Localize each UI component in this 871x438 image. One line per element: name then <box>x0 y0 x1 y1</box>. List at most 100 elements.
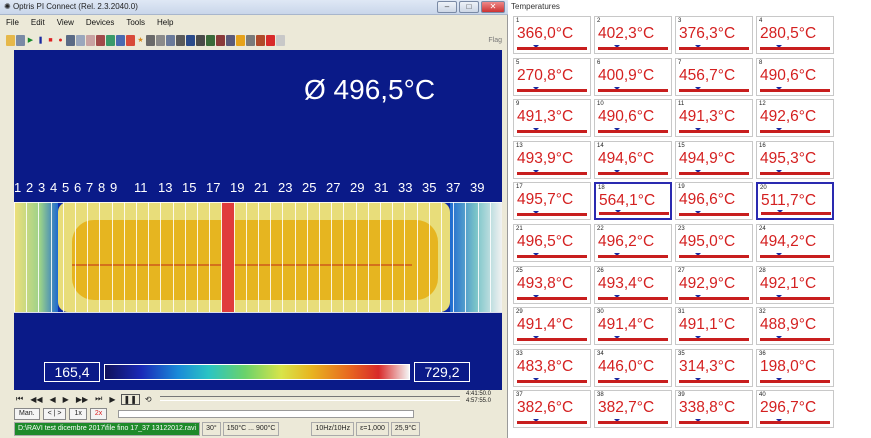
layout-icon[interactable] <box>106 34 115 46</box>
minimize-button[interactable]: – <box>437 1 457 13</box>
temperature-cell[interactable]: 35 314,3°C <box>675 348 753 387</box>
temperature-cell[interactable]: 28 492,1°C <box>756 265 834 304</box>
flag-button[interactable]: Flag <box>488 36 502 44</box>
export-icon[interactable] <box>96 34 105 46</box>
temperature-cell[interactable]: 22 496,2°C <box>594 224 672 262</box>
temperature-cell[interactable]: 39 338,8°C <box>675 390 753 429</box>
save-icon[interactable] <box>16 34 25 46</box>
menu-tools[interactable]: Tools <box>126 18 146 27</box>
cell-temperature: 491,1°C <box>679 316 736 334</box>
temperature-cell[interactable]: 37 382,6°C <box>513 390 591 429</box>
graph-icon[interactable] <box>156 34 165 46</box>
grid-icon[interactable] <box>176 34 185 46</box>
hotspot-icon[interactable] <box>216 34 225 46</box>
speed-slider[interactable] <box>118 410 414 418</box>
pause-icon[interactable]: ❚ <box>37 36 44 44</box>
timeline-slider[interactable] <box>160 396 460 401</box>
settings-icon[interactable] <box>246 34 255 46</box>
chart-icon[interactable] <box>116 34 125 46</box>
temperature-cell[interactable]: 34 446,0°C <box>594 348 672 387</box>
color-bar-icon[interactable] <box>266 34 275 46</box>
temperature-cell[interactable]: 9 491,3°C <box>513 99 591 138</box>
video-icon[interactable] <box>76 34 85 46</box>
step-button[interactable]: < | > <box>42 408 67 420</box>
cell-bar <box>599 212 669 216</box>
rewind-icon[interactable]: ◀◀ <box>30 394 43 404</box>
temperature-cell[interactable]: 23 495,0°C <box>675 224 753 262</box>
open-icon[interactable] <box>6 34 15 46</box>
temperature-cell[interactable]: 4 280,5°C <box>756 16 834 54</box>
snapshot-icon[interactable]: ● <box>58 36 63 44</box>
temperature-cell[interactable]: 3 376,3°C <box>675 16 753 54</box>
temperature-cell[interactable]: 25 493,8°C <box>513 265 591 304</box>
close-button[interactable]: ✕ <box>481 1 505 13</box>
temperature-cell[interactable]: 2 402,3°C <box>594 16 672 54</box>
area-icon[interactable] <box>206 34 215 46</box>
temperature-cell[interactable]: 38 382,7°C <box>594 390 672 429</box>
camera-icon[interactable] <box>66 34 75 46</box>
menu-file[interactable]: File <box>6 18 19 27</box>
temperature-cell[interactable]: 17 495,7°C <box>513 182 591 221</box>
line-profile-icon[interactable] <box>146 34 155 46</box>
temperature-cell[interactable]: 36 198,0°C <box>756 348 834 387</box>
zoom-icon[interactable] <box>276 34 285 46</box>
measure-icon[interactable] <box>196 34 205 46</box>
record-icon[interactable]: ■ <box>48 36 53 44</box>
histogram-icon[interactable] <box>166 34 175 46</box>
temperature-cell[interactable]: 20 511,7°C <box>756 182 834 221</box>
thermal-image[interactable]: Ø 496,5°C 1 2 3 4 5 6 7 8 9 11 13 15 17 19 21 23 25 27 29 3… <box>14 50 502 390</box>
temperature-cell[interactable]: 33 483,8°C <box>513 348 591 387</box>
temperature-cell[interactable]: 5 270,8°C <box>513 57 591 96</box>
menu-edit[interactable]: Edit <box>30 18 45 27</box>
star-icon[interactable]: ★ <box>137 36 144 44</box>
temperature-cell[interactable]: 11 491,3°C <box>675 99 753 138</box>
temperature-cell[interactable]: 31 491,1°C <box>675 307 753 346</box>
temperature-cell[interactable]: 16 495,3°C <box>756 140 834 179</box>
temperature-cell[interactable]: 10 490,6°C <box>594 99 672 138</box>
speed-2x-button[interactable]: 2x <box>89 408 108 420</box>
temperature-cell[interactable]: 24 494,2°C <box>756 224 834 262</box>
temperature-cell[interactable]: 15 494,9°C <box>675 140 753 179</box>
temperature-cell[interactable]: 32 488,9°C <box>756 307 834 346</box>
temperature-cell[interactable]: 12 492,6°C <box>756 99 834 138</box>
menu-view[interactable]: View <box>56 18 74 27</box>
cell-index: 12 <box>759 101 766 108</box>
temperature-cell[interactable]: 1 366,0°C <box>513 16 591 54</box>
temperature-cell[interactable]: 27 492,9°C <box>675 265 753 304</box>
temperature-cell[interactable]: 14 494,6°C <box>594 140 672 179</box>
tools-icon[interactable] <box>226 34 235 46</box>
temperature-cell[interactable]: 29 491,4°C <box>513 307 591 346</box>
grid-column-line <box>258 202 259 312</box>
maximize-button[interactable]: □ <box>459 1 479 13</box>
pause-button-icon[interactable]: ❚❚ <box>120 393 140 405</box>
loop-icon[interactable]: ⟲ <box>144 394 152 404</box>
temperature-cell[interactable]: 26 493,4°C <box>594 265 672 304</box>
cell-temperature: 402,3°C <box>598 25 655 42</box>
alarm-icon[interactable] <box>256 34 265 46</box>
play-button-icon[interactable]: ▶ <box>109 394 116 404</box>
menu-help[interactable]: Help <box>157 18 174 27</box>
temperature-cell[interactable]: 6 400,9°C <box>594 57 672 96</box>
manual-button[interactable]: Man. <box>14 408 40 420</box>
fast-forward-icon[interactable]: ▶▶ <box>75 394 89 404</box>
play-icon[interactable]: ▶ <box>27 36 34 44</box>
temperature-cell[interactable]: 19 496,6°C <box>675 182 753 221</box>
skip-start-icon[interactable]: ⏮ <box>16 394 24 403</box>
temperature-cell[interactable]: 8 490,6°C <box>756 57 834 96</box>
temperature-cell[interactable]: 13 493,9°C <box>513 140 591 179</box>
step-forward-icon[interactable]: ▶ <box>62 394 69 404</box>
menu-devices[interactable]: Devices <box>85 18 115 27</box>
report-icon[interactable] <box>86 34 95 46</box>
step-back-icon[interactable]: ◀ <box>49 394 56 404</box>
layout-grid-icon[interactable] <box>186 34 195 46</box>
grid-column-line <box>123 202 125 312</box>
temperature-cell[interactable]: 21 496,5°C <box>513 224 591 262</box>
temperature-icon[interactable] <box>236 34 245 46</box>
palette-icon[interactable] <box>126 34 135 46</box>
temperature-cell[interactable]: 18 564,1°C <box>594 182 672 221</box>
speed-1x-button[interactable]: 1x <box>69 408 87 420</box>
temperature-cell[interactable]: 40 296,7°C <box>756 390 834 429</box>
temperature-cell[interactable]: 7 456,7°C <box>675 57 753 96</box>
skip-end-icon[interactable]: ⏭ <box>95 394 103 403</box>
temperature-cell[interactable]: 30 491,4°C <box>594 307 672 346</box>
